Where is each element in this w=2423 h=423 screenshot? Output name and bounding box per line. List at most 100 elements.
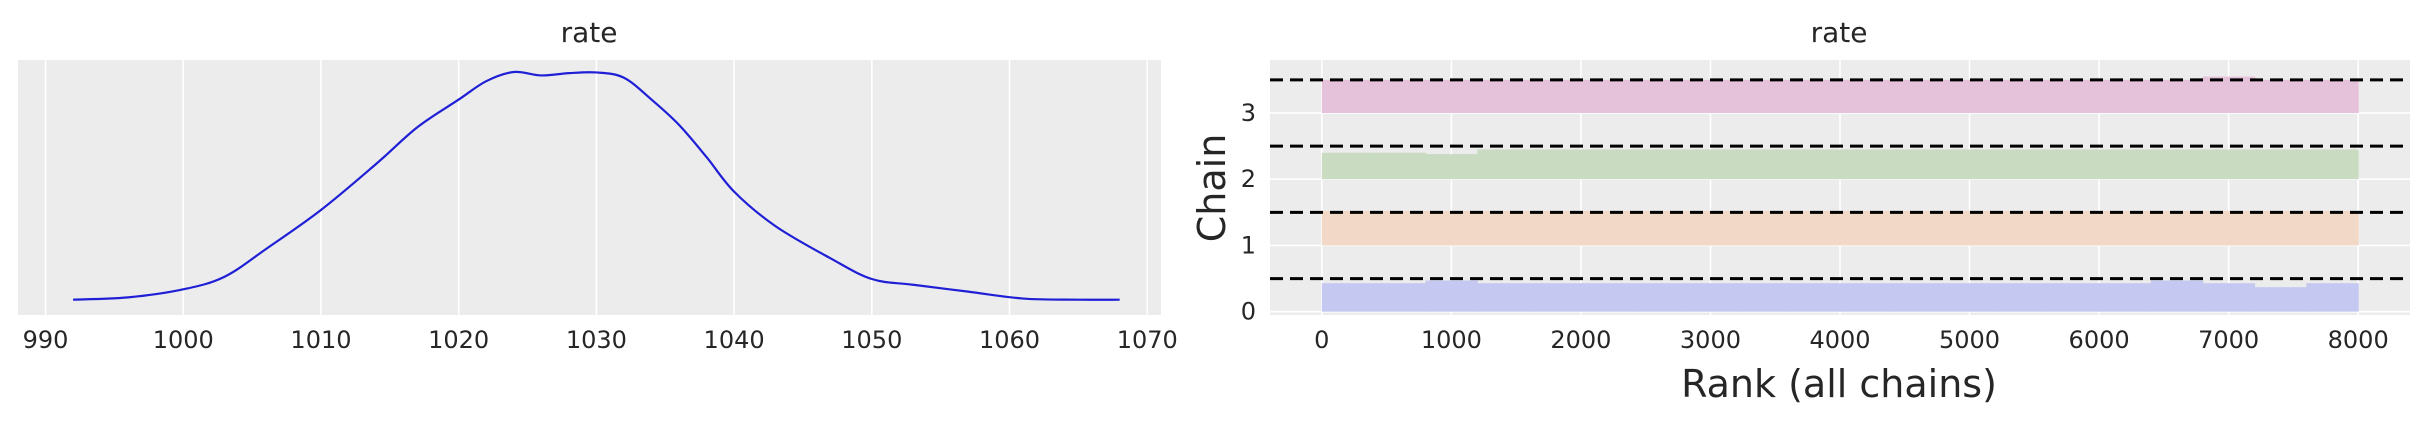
kde-x-tick-label: 1060 <box>979 326 1040 354</box>
rank-bar <box>2254 211 2307 246</box>
rank-bar <box>2150 149 2204 180</box>
rank-bar <box>1788 149 1841 180</box>
rank-bar <box>1788 79 1841 113</box>
rank-x-tick-label: 2000 <box>1550 326 1611 354</box>
rank-bar <box>1684 283 1737 312</box>
rank-x-tick-label: 7000 <box>2198 326 2259 354</box>
rank-bar <box>2306 79 2359 113</box>
rank-bar <box>1321 79 1375 113</box>
kde-plot-area <box>18 60 1161 315</box>
rank-y-tick-label: 2 <box>1241 165 1256 193</box>
rank-bar <box>2254 287 2307 312</box>
rank-bar <box>1477 79 1530 113</box>
rank-bar <box>1632 79 1686 113</box>
rank-bar <box>1373 211 1427 246</box>
rank-bar <box>2254 149 2307 180</box>
rank-bar <box>1529 283 1582 312</box>
rank-bar <box>1425 280 1478 312</box>
rank-bar <box>1321 211 1375 246</box>
rank-x-tick-label: 8000 <box>2328 326 2389 354</box>
rank-bar <box>1736 211 1789 246</box>
rank-x-tick-label: 5000 <box>1939 326 2000 354</box>
rank-bar <box>1891 283 1945 312</box>
rank-bar <box>1529 79 1582 113</box>
rank-bar <box>1321 283 1375 312</box>
rank-bar <box>2202 211 2256 246</box>
rank-bar <box>1995 79 2048 113</box>
rank-bar <box>2306 283 2359 312</box>
rank-bar <box>2254 79 2307 113</box>
rank-bar <box>2150 280 2204 312</box>
rank-bar <box>1995 283 2048 312</box>
rank-bar <box>1580 283 1634 312</box>
rank-bar <box>1373 79 1427 113</box>
rank-bar <box>2099 283 2152 312</box>
rank-bar <box>1736 283 1789 312</box>
rank-bar <box>2099 79 2152 113</box>
rank-bar <box>2202 149 2256 180</box>
rank-x-tick-label: 1000 <box>1421 326 1482 354</box>
rank-y-ticks: 0 1 2 3 <box>1241 99 1256 326</box>
rank-y-tick-label: 0 <box>1241 298 1256 326</box>
rank-bar <box>1529 211 1582 246</box>
rank-x-axis-label: Rank (all chains) <box>1681 362 1997 406</box>
rank-bar <box>1580 211 1634 246</box>
rank-bar <box>1840 283 1893 312</box>
rank-bar <box>1995 149 2048 180</box>
kde-x-tick-label: 1040 <box>704 326 765 354</box>
rank-bar <box>1840 149 1893 180</box>
rank-bar <box>1632 283 1686 312</box>
rank-x-tick-label: 0 <box>1314 326 1329 354</box>
rank-bar <box>1477 283 1530 312</box>
kde-density-line <box>73 70 1120 301</box>
rank-y-tick-label: 1 <box>1241 231 1256 259</box>
rank-bar <box>1425 211 1478 246</box>
rank-bar <box>2099 211 2152 246</box>
rank-panel: 0 1000 2000 3000 4000 5000 6000 7000 8000 0 1 2 3 r… <box>1190 16 2410 406</box>
rank-bar <box>1580 79 1634 113</box>
rank-x-tick-label: 6000 <box>2069 326 2130 354</box>
kde-x-ticks: 990 1000 1010 1020 1030 1040 1050 1060 1070 <box>23 326 1178 354</box>
rank-bar <box>1736 149 1789 180</box>
rank-bar <box>2047 79 2100 113</box>
rank-bar <box>1943 211 1997 246</box>
rank-bar <box>1321 152 1375 180</box>
rank-bar <box>2047 211 2100 246</box>
rank-bar <box>2306 149 2359 180</box>
kde-x-tick-label: 1070 <box>1117 326 1178 354</box>
rank-bar <box>1788 211 1841 246</box>
rank-bar <box>1632 149 1686 180</box>
kde-x-tick-label: 1010 <box>290 326 351 354</box>
rank-bar <box>1943 149 1997 180</box>
rank-x-tick-label: 3000 <box>1680 326 1741 354</box>
rank-title: rate <box>1811 16 1868 49</box>
kde-x-tick-label: 990 <box>23 326 69 354</box>
rank-bars <box>1321 76 2359 312</box>
rank-bar <box>1373 283 1427 312</box>
rank-x-tick-label: 4000 <box>1809 326 1870 354</box>
rank-bar <box>2099 149 2152 180</box>
rank-bar <box>1684 79 1737 113</box>
rank-bar <box>1684 211 1737 246</box>
kde-x-tick-label: 1020 <box>428 326 489 354</box>
rank-bar <box>2306 211 2359 246</box>
rank-bar <box>2202 283 2256 312</box>
kde-title: rate <box>561 16 618 49</box>
rank-bar <box>1891 211 1945 246</box>
rank-bar <box>1736 79 1789 113</box>
rank-y-axis-label: Chain <box>1190 134 1234 243</box>
rank-bar <box>1632 211 1686 246</box>
rank-bar <box>1425 79 1478 113</box>
kde-gridlines <box>44 60 1149 315</box>
rank-bar <box>2047 283 2100 312</box>
rank-bar <box>1477 211 1530 246</box>
rank-bar <box>1840 79 1893 113</box>
rank-bar <box>1373 152 1427 180</box>
rank-bar <box>1788 283 1841 312</box>
rank-bar <box>2202 76 2256 113</box>
rank-bar <box>2150 79 2204 113</box>
rank-reference-lines <box>1270 78 2410 281</box>
rank-bar <box>1891 79 1945 113</box>
rank-bar <box>1943 79 1997 113</box>
